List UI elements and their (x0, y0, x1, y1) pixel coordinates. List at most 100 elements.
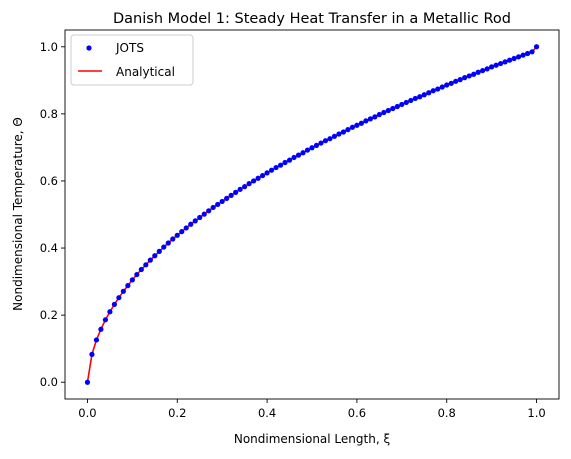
data-point-jots (192, 218, 198, 224)
data-point-jots (448, 80, 454, 86)
x-tick-label: 0.6 (348, 406, 366, 420)
data-point-jots (228, 192, 234, 198)
data-point-jots (399, 101, 405, 108)
data-point-jots (102, 317, 109, 323)
x-axis-ticks: 0.0 0.2 0.4 0.6 0.8 1.0 (78, 399, 546, 420)
data-point-jots (188, 221, 194, 227)
legend: JOTS Analytical (70, 34, 194, 86)
data-point-jots (358, 120, 364, 126)
data-point-jots (462, 75, 468, 81)
y-axis-label: Nondimensional Temperature, Θ (11, 117, 25, 311)
data-point-jots (111, 301, 117, 307)
data-point-jots (224, 195, 230, 201)
data-point-jots (206, 208, 212, 214)
data-point-jots (179, 229, 185, 235)
data-point-jots (417, 94, 423, 100)
x-tick-label: 0.4 (258, 406, 276, 420)
data-point-jots (524, 50, 531, 57)
data-point-jots (246, 181, 252, 187)
x-tick-label: 0.2 (168, 406, 186, 420)
data-point-jots (197, 214, 203, 221)
data-point-jots (147, 257, 153, 263)
data-point-jots (381, 109, 387, 116)
data-point-jots (89, 351, 95, 357)
data-point-jots (161, 244, 167, 250)
data-point-jots (533, 44, 540, 50)
y-tick-label: 0.8 (40, 107, 58, 121)
y-tick-label: 0.4 (40, 241, 58, 255)
data-point-jots (282, 159, 288, 166)
data-point-jots (421, 92, 427, 98)
data-point-jots (345, 127, 351, 133)
data-point-jots (255, 175, 261, 181)
data-point-jots (439, 84, 445, 90)
data-point-jots (466, 73, 472, 79)
data-point-jots (331, 133, 338, 139)
data-point-jots (215, 201, 221, 208)
data-point-jots (304, 147, 311, 153)
data-point-jots (93, 337, 100, 343)
data-point-jots (134, 271, 140, 278)
data-point-jots (286, 157, 293, 163)
y-axis-ticks: 0.0 0.2 0.4 0.6 0.8 1.0 (40, 40, 65, 389)
data-point-jots (502, 59, 508, 65)
y-tick-label: 0.2 (40, 308, 58, 322)
data-point-jots (394, 103, 400, 110)
data-point-jots (484, 66, 490, 72)
data-point-jots (251, 178, 257, 184)
data-point-jots (170, 236, 176, 242)
data-point-jots (489, 64, 495, 70)
data-point-jots (233, 189, 239, 195)
data-point-jots (129, 277, 135, 283)
data-point-jots (174, 232, 180, 238)
data-point-jots (520, 52, 526, 58)
data-point-jots (444, 82, 450, 88)
data-point-jots (268, 167, 275, 173)
data-point-jots (237, 186, 243, 192)
data-point-jots (457, 77, 463, 83)
legend-label-jots: JOTS (115, 41, 144, 55)
data-point-jots (511, 55, 517, 62)
data-point-jots (84, 379, 91, 385)
data-point-jots (529, 49, 535, 55)
data-point-jots (156, 248, 162, 254)
data-point-jots (372, 114, 378, 120)
data-point-jots (277, 162, 284, 168)
y-tick-label: 0.6 (40, 174, 58, 188)
data-point-jots (340, 129, 347, 135)
data-point-jots (354, 122, 360, 128)
data-point-jots (260, 172, 266, 179)
data-point-jots (327, 136, 333, 142)
data-point-jots (403, 99, 409, 106)
data-point-jots (309, 145, 315, 151)
data-point-jots (498, 60, 504, 67)
data-point-jots (201, 211, 207, 217)
data-point-jots (242, 184, 248, 190)
x-tick-label: 1.0 (527, 406, 545, 420)
data-point-jots (98, 326, 104, 332)
data-point-jots (430, 88, 436, 94)
data-point-jots (210, 204, 216, 211)
x-tick-label: 0.8 (438, 406, 456, 420)
data-point-jots (295, 152, 302, 158)
y-tick-label: 1.0 (40, 40, 58, 54)
data-point-jots (219, 198, 225, 205)
data-point-jots (385, 107, 391, 114)
y-tick-label: 0.0 (40, 375, 58, 389)
data-point-jots (453, 78, 459, 84)
data-point-jots (408, 97, 414, 104)
data-point-jots (471, 71, 477, 77)
data-point-jots (475, 69, 481, 75)
data-point-jots (390, 105, 396, 112)
data-point-jots (183, 225, 189, 231)
data-point-jots (322, 138, 329, 144)
x-tick-label: 0.0 (78, 406, 96, 420)
data-point-jots (291, 154, 297, 161)
data-point-jots (376, 111, 382, 118)
legend-label-analytical: Analytical (116, 65, 175, 79)
data-point-jots (116, 295, 122, 301)
data-point-jots (363, 118, 369, 124)
chart-title: Danish Model 1: Steady Heat Transfer in … (113, 11, 511, 27)
data-point-jots (107, 309, 113, 315)
